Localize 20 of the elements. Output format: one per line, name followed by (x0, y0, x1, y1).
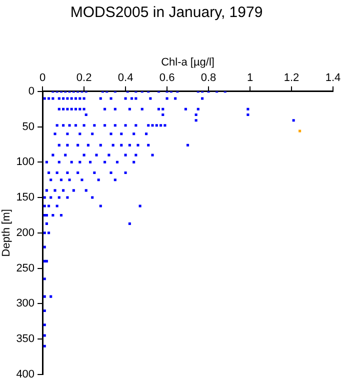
x-tick-label: 0.8 (200, 72, 216, 84)
chart-title: MODS2005 in January, 1979 (70, 4, 263, 22)
x-axis-title: Chl-a [µg/l] (161, 56, 214, 69)
x-tick-label: 0 (39, 72, 46, 84)
x-tick-label: 0.4 (118, 72, 134, 84)
x-tick-label: 1 (246, 72, 254, 84)
y-tick-label: 200 (16, 226, 35, 239)
x-tick-label: 1.4 (325, 72, 341, 84)
y-tick-label: 400 (16, 368, 35, 380)
y-tick-label: 250 (16, 262, 35, 274)
y-tick-label: 300 (16, 298, 35, 310)
y-tick-label: 150 (16, 192, 35, 204)
x-tick-label: 0.6 (159, 72, 175, 84)
y-axis-title: Depth [m] (0, 209, 13, 257)
y-tick-label: 50 (22, 120, 35, 133)
x-tick-label: 1.2 (284, 72, 300, 84)
y-tick-label: 100 (16, 156, 35, 168)
y-tick-label: 0 (28, 85, 35, 98)
y-tick-label: 350 (16, 333, 35, 346)
x-tick-label: 0.2 (76, 72, 92, 84)
